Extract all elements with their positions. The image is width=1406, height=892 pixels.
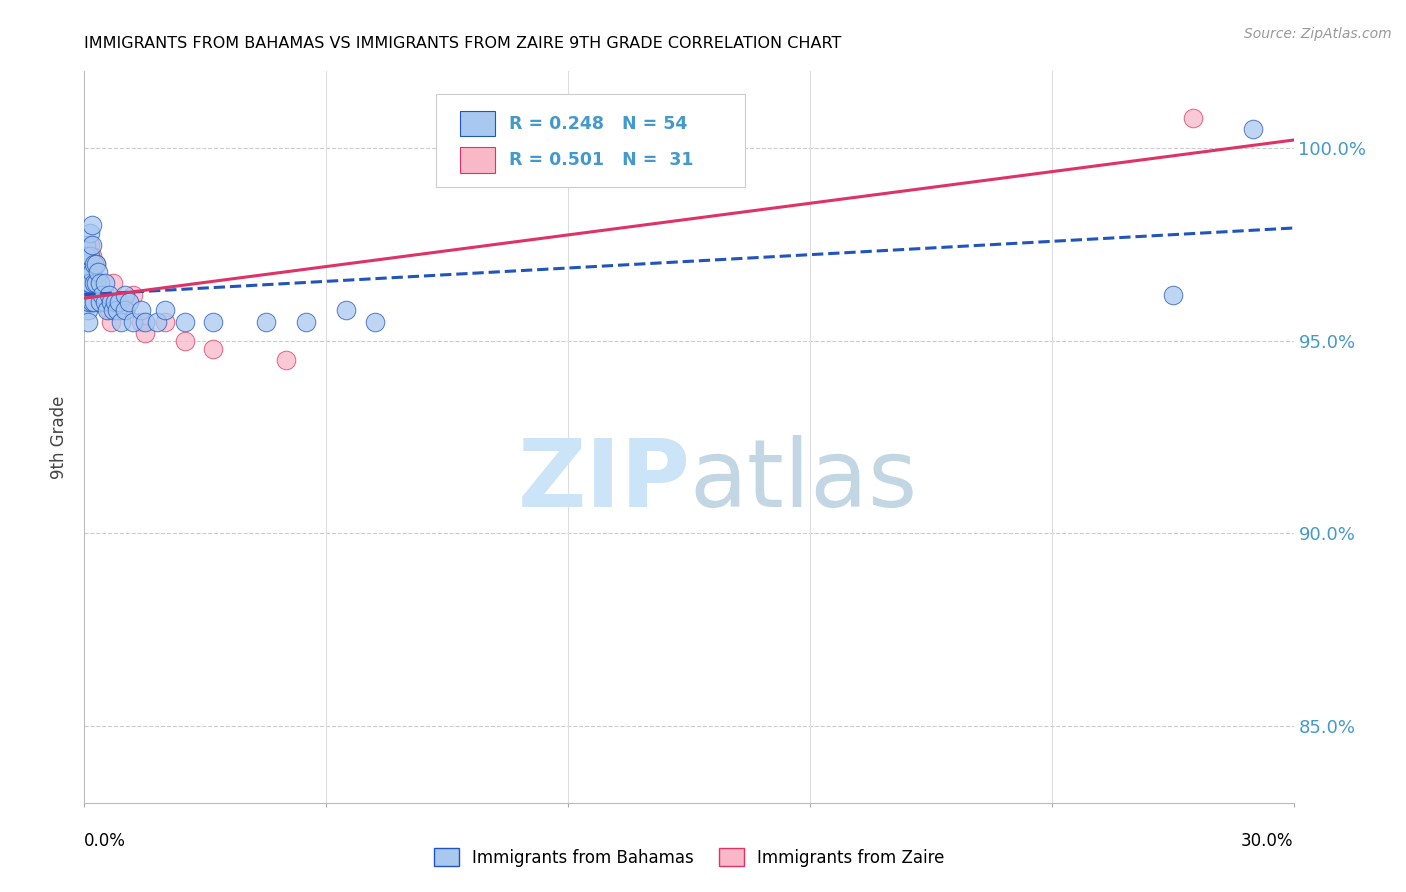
Text: atlas: atlas	[690, 435, 918, 527]
Point	[80, 295, 103, 310]
Point	[97, 287, 120, 301]
Point	[121, 315, 143, 329]
Point	[110, 315, 132, 329]
Point	[87, 264, 110, 278]
Point	[91, 287, 114, 301]
Point	[1181, 111, 1204, 125]
Point	[174, 315, 197, 329]
Point	[82, 249, 104, 263]
Point	[295, 315, 318, 329]
Point	[76, 264, 98, 278]
Point	[1161, 287, 1184, 301]
Point	[79, 276, 101, 290]
Point	[96, 303, 118, 318]
Point	[101, 276, 124, 290]
Point	[114, 303, 136, 318]
Text: 0.0%: 0.0%	[84, 832, 127, 850]
Point	[75, 249, 97, 263]
Point	[174, 334, 197, 348]
Point	[87, 287, 110, 301]
Point	[77, 295, 100, 310]
Point	[121, 287, 143, 301]
Point	[89, 295, 111, 310]
Point	[79, 237, 101, 252]
Point	[153, 315, 176, 329]
Point	[79, 257, 101, 271]
Point	[79, 249, 101, 263]
Point	[75, 249, 97, 263]
Point	[82, 219, 104, 233]
Point	[97, 303, 120, 318]
Point	[146, 315, 169, 329]
Point	[83, 257, 105, 271]
Point	[153, 303, 176, 318]
Point	[129, 315, 152, 329]
Point	[82, 264, 104, 278]
Point	[75, 276, 97, 290]
Point	[114, 287, 136, 301]
Point	[83, 276, 105, 290]
Point	[77, 276, 100, 290]
Point	[134, 315, 156, 329]
Point	[86, 257, 108, 271]
Point	[100, 295, 122, 310]
Point	[83, 295, 105, 310]
Point	[82, 237, 104, 252]
Point	[79, 226, 101, 240]
Point	[82, 264, 104, 278]
Point	[83, 276, 105, 290]
Point	[118, 295, 141, 310]
Point	[93, 276, 115, 290]
Point	[1241, 122, 1264, 136]
Point	[104, 295, 127, 310]
Point	[93, 287, 115, 301]
Point	[129, 303, 152, 318]
Text: ZIP: ZIP	[517, 435, 690, 527]
Point	[75, 237, 97, 252]
Point	[77, 315, 100, 329]
Text: IMMIGRANTS FROM BAHAMAS VS IMMIGRANTS FROM ZAIRE 9TH GRADE CORRELATION CHART: IMMIGRANTS FROM BAHAMAS VS IMMIGRANTS FR…	[84, 36, 842, 51]
Text: 30.0%: 30.0%	[1241, 832, 1294, 850]
Point	[202, 315, 225, 329]
Text: R = 0.501   N =  31: R = 0.501 N = 31	[509, 151, 693, 169]
Point	[96, 295, 118, 310]
Point	[105, 303, 128, 318]
Point	[274, 353, 297, 368]
Point	[75, 264, 97, 278]
Point	[114, 303, 136, 318]
Point	[86, 276, 108, 290]
Point	[363, 315, 385, 329]
Point	[107, 295, 129, 310]
Point	[75, 264, 97, 278]
Point	[105, 295, 128, 310]
Point	[93, 295, 115, 310]
Point	[75, 287, 97, 301]
Point	[80, 276, 103, 290]
Point	[76, 287, 98, 301]
Point	[100, 315, 122, 329]
Point	[89, 295, 111, 310]
Point	[254, 315, 277, 329]
Point	[202, 342, 225, 356]
Point	[76, 257, 98, 271]
Point	[134, 326, 156, 340]
Point	[77, 295, 100, 310]
Point	[86, 257, 108, 271]
Point	[335, 303, 357, 318]
Point	[77, 276, 100, 290]
Point	[89, 276, 111, 290]
Text: Source: ZipAtlas.com: Source: ZipAtlas.com	[1244, 27, 1392, 41]
Point	[110, 303, 132, 318]
Point	[86, 276, 108, 290]
Legend: Immigrants from Bahamas, Immigrants from Zaire: Immigrants from Bahamas, Immigrants from…	[425, 840, 953, 875]
Point	[101, 303, 124, 318]
Point	[77, 264, 100, 278]
Y-axis label: 9th Grade: 9th Grade	[51, 395, 69, 479]
Point	[77, 303, 100, 318]
Text: R = 0.248   N = 54: R = 0.248 N = 54	[509, 114, 688, 133]
